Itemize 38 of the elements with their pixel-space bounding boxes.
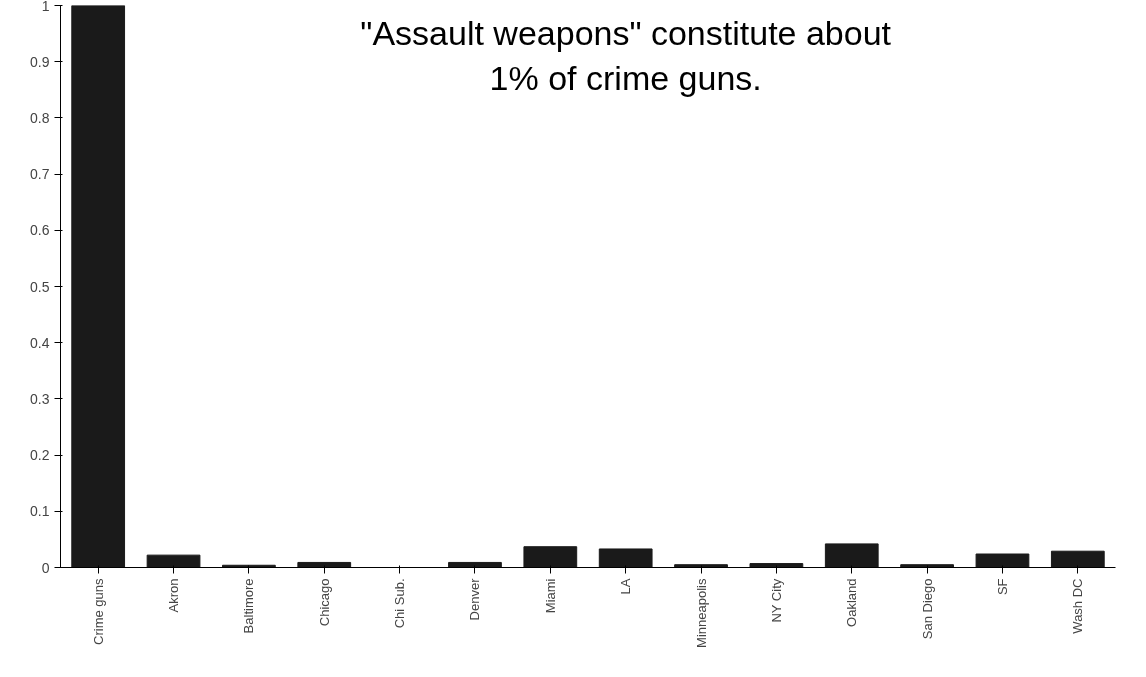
x-tick-label: Crime guns	[90, 578, 106, 645]
y-tick-label: 0.9	[30, 53, 50, 70]
bar	[749, 563, 804, 568]
y-tick-label: 0.7	[30, 166, 50, 183]
x-tick-label: Wash DC	[1070, 578, 1086, 634]
y-tick-label: 0.3	[30, 390, 50, 407]
bar	[1050, 550, 1105, 568]
text: "Assault weapons" constitute about 1% of crime guns.	[360, 13, 892, 98]
y-tick-label: 1	[41, 0, 50, 14]
y-tick-label: 0.2	[30, 447, 50, 464]
x-tick-label: SF	[994, 578, 1010, 596]
x-tick-label: NY City	[768, 578, 784, 623]
bar	[448, 561, 502, 568]
bar	[297, 561, 352, 568]
bar	[975, 553, 1030, 568]
y-tick-label: 0.1	[30, 503, 50, 520]
x-tick-label: Minneapolis	[693, 578, 709, 648]
y-tick-label: 0.5	[30, 278, 50, 295]
bar	[824, 543, 879, 568]
bar	[523, 546, 578, 568]
x-tick-label: San Diego	[919, 578, 935, 640]
bar	[146, 554, 201, 568]
x-tick-label: Miami	[542, 578, 558, 614]
y-tick-label: 0.4	[30, 334, 50, 351]
bar	[900, 564, 954, 568]
x-tick-label: LA	[618, 578, 634, 595]
bar	[71, 5, 126, 568]
y-tick-label: 0.6	[30, 222, 50, 239]
x-tick-label: Denver	[467, 577, 483, 621]
x-tick-label: Oakland	[844, 578, 860, 627]
bar	[598, 548, 653, 568]
x-tick-label: Akron	[166, 578, 182, 613]
y-tick-label: 0.8	[30, 109, 50, 126]
x-tick-label: Chicago	[316, 578, 332, 627]
y-tick-label: 0	[41, 559, 50, 576]
x-tick-label: Chi Sub.	[392, 578, 408, 629]
x-tick-label: Baltimore	[241, 578, 257, 634]
bar	[674, 564, 728, 568]
